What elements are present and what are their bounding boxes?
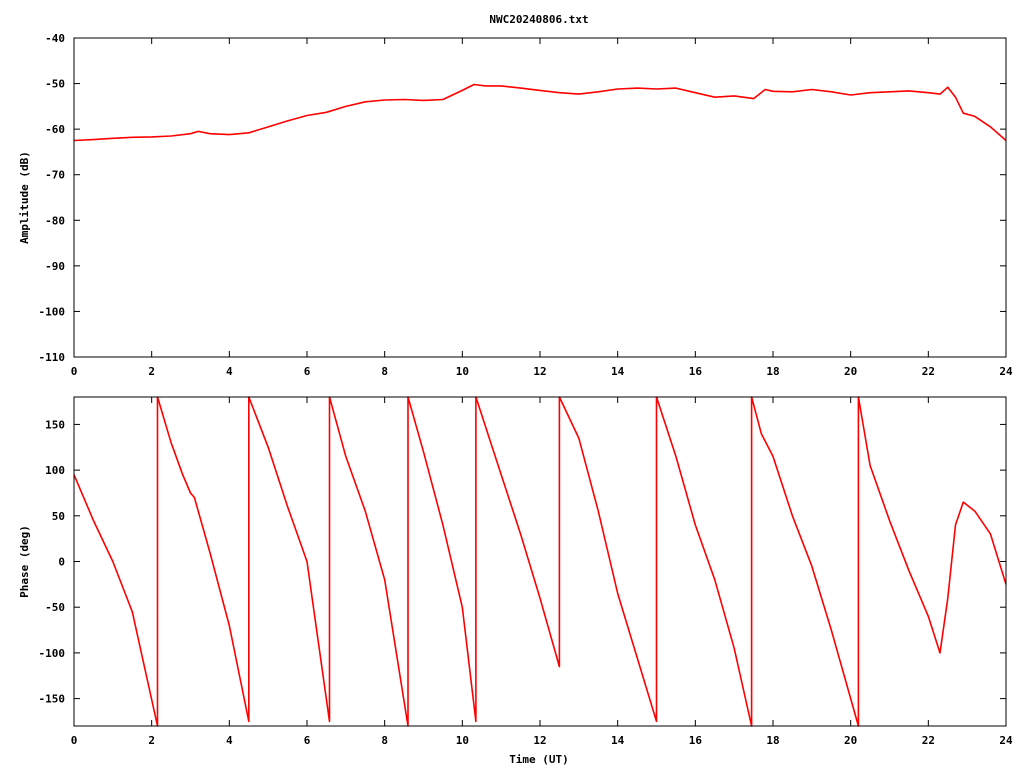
phase-x-tick-label: 0 (71, 734, 78, 747)
phase-x-tick-label: 6 (304, 734, 311, 747)
amplitude-x-tick-label: 16 (689, 365, 703, 378)
amplitude-x-tick-label: 12 (533, 365, 546, 378)
amplitude-x-tick-label: 14 (611, 365, 625, 378)
amplitude-y-axis-label: Amplitude (dB) (18, 151, 31, 244)
phase-x-tick-label: 12 (533, 734, 546, 747)
phase-y-tick-label: 100 (45, 464, 65, 477)
amplitude-x-tick-label: 0 (71, 365, 78, 378)
phase-y-tick-label: -50 (45, 601, 65, 614)
phase-x-tick-label: 18 (766, 734, 779, 747)
amplitude-x-tick-label: 8 (381, 365, 388, 378)
phase-y-tick-label: -100 (39, 647, 66, 660)
amplitude-y-tick-label: -60 (45, 123, 65, 136)
amplitude-x-tick-label: 18 (766, 365, 779, 378)
amplitude-ticks: 0 2 4 6 8 10 12 14 16 18 20 22 24-40-50-60-70-80-90-… (39, 32, 1013, 378)
phase-x-tick-label: 10 (456, 734, 469, 747)
amplitude-x-tick-label: 20 (844, 365, 857, 378)
amplitude-x-tick-label: 22 (922, 365, 935, 378)
amplitude-y-tick-label: -100 (39, 305, 66, 318)
phase-series-line (73, 396, 1007, 727)
amplitude-panel: 0 2 4 6 8 10 12 14 16 18 20 22 24-40-50-60-70-80-90-… (18, 32, 1013, 378)
phase-x-tick-label: 22 (922, 734, 935, 747)
amplitude-x-tick-label: 6 (304, 365, 311, 378)
amplitude-y-tick-label: -90 (45, 260, 65, 273)
phase-ticks: 0 2 4 6 8 10 12 14 16 18 20 22 24150100500-50-100-15… (39, 397, 1013, 747)
phase-x-tick-label: 2 (148, 734, 155, 747)
phase-panel: 0 2 4 6 8 10 12 14 16 18 20 22 24150100500-50-100-15… (18, 396, 1013, 766)
phase-y-tick-label: -150 (39, 693, 66, 706)
chart-title: NWC20240806.txt (489, 13, 588, 26)
phase-y-tick-label: 50 (52, 510, 65, 523)
amplitude-x-tick-label: 4 (226, 365, 233, 378)
phase-x-tick-label: 16 (689, 734, 703, 747)
amplitude-x-tick-label: 2 (148, 365, 155, 378)
amplitude-x-tick-label: 24 (999, 365, 1013, 378)
phase-x-tick-label: 8 (381, 734, 388, 747)
phase-plot-frame (73, 396, 1007, 727)
amplitude-y-tick-label: -70 (45, 169, 65, 182)
phase-x-tick-label: 14 (611, 734, 625, 747)
phase-x-tick-label: 4 (226, 734, 233, 747)
phase-y-tick-label: 0 (58, 556, 65, 569)
amplitude-y-tick-label: -80 (45, 214, 65, 227)
phase-y-tick-label: 150 (45, 418, 65, 431)
amplitude-y-tick-label: -40 (45, 32, 65, 45)
time-x-axis-label: Time (UT) (509, 753, 569, 766)
phase-x-tick-label: 20 (844, 734, 857, 747)
phase-x-tick-label: 24 (999, 734, 1013, 747)
amplitude-series-line (73, 83, 1007, 142)
amplitude-y-tick-label: -110 (39, 351, 66, 364)
amplitude-x-tick-label: 10 (456, 365, 469, 378)
phase-y-axis-label: Phase (deg) (18, 525, 31, 598)
amplitude-plot-frame (73, 37, 1007, 358)
amplitude-y-tick-label: -50 (45, 78, 65, 91)
